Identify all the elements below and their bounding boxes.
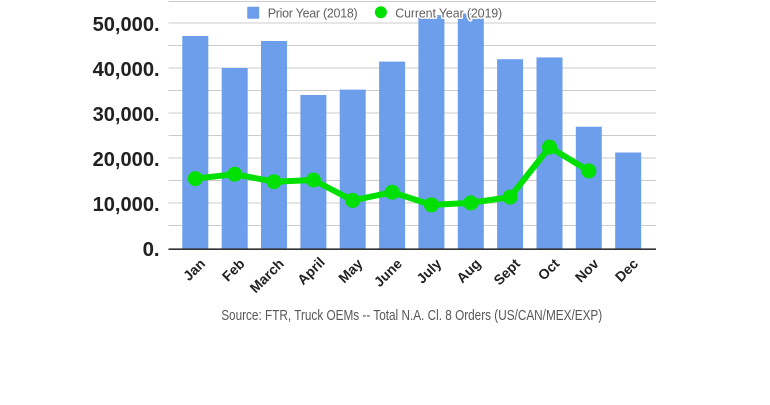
svg-text:Current Year (2019): Current Year (2019)	[395, 6, 502, 20]
svg-text:30,000.: 30,000.	[93, 104, 160, 126]
svg-text:Prior Year (2018): Prior Year (2018)	[268, 6, 358, 20]
svg-text:40,000.: 40,000.	[93, 59, 160, 81]
svg-text:20,000.: 20,000.	[93, 149, 160, 171]
svg-text:0.: 0.	[143, 239, 160, 261]
svg-text:10,000.: 10,000.	[93, 194, 160, 216]
svg-text:50,000.: 50,000.	[93, 14, 160, 36]
svg-text:Source: FTR, Truck OEMs -- Tot: Source: FTR, Truck OEMs -- Total N.A. Cl…	[221, 307, 602, 324]
